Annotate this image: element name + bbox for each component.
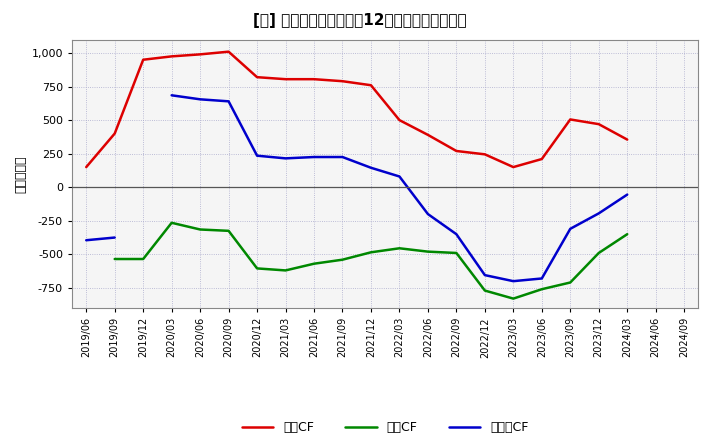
投資CF: [282, 268, 290, 273]
投資CF: [537, 286, 546, 292]
営業CF: [566, 117, 575, 122]
Line: フリーCF: フリーCF: [86, 238, 114, 240]
Y-axis label: （百万円）: （百万円）: [14, 155, 27, 193]
Legend: 営業CF, 投資CF, フリーCF: 営業CF, 投資CF, フリーCF: [237, 416, 534, 439]
Line: 投資CF: 投資CF: [114, 223, 627, 299]
営業CF: [82, 165, 91, 170]
投資CF: [139, 257, 148, 262]
投資CF: [110, 257, 119, 262]
営業CF: [282, 77, 290, 82]
投資CF: [253, 266, 261, 271]
営業CF: [509, 165, 518, 170]
営業CF: [338, 79, 347, 84]
フリーCF: [82, 238, 91, 243]
投資CF: [623, 231, 631, 237]
営業CF: [623, 137, 631, 142]
投資CF: [423, 249, 432, 254]
投資CF: [196, 227, 204, 232]
営業CF: [366, 83, 375, 88]
営業CF: [452, 148, 461, 154]
営業CF: [225, 49, 233, 54]
営業CF: [480, 152, 489, 157]
フリーCF: [110, 235, 119, 240]
投資CF: [395, 246, 404, 251]
投資CF: [225, 228, 233, 234]
営業CF: [595, 121, 603, 127]
営業CF: [537, 156, 546, 161]
投資CF: [452, 250, 461, 256]
営業CF: [253, 74, 261, 80]
投資CF: [595, 250, 603, 256]
投資CF: [566, 280, 575, 285]
営業CF: [310, 77, 318, 82]
投資CF: [310, 261, 318, 266]
投資CF: [509, 296, 518, 301]
営業CF: [167, 54, 176, 59]
営業CF: [196, 52, 204, 57]
Line: 営業CF: 営業CF: [86, 51, 627, 167]
投資CF: [167, 220, 176, 225]
投資CF: [338, 257, 347, 262]
営業CF: [423, 132, 432, 138]
投資CF: [480, 288, 489, 293]
投資CF: [366, 249, 375, 255]
営業CF: [139, 57, 148, 62]
Text: [⑔] キャッシュフローの12か月移動合計の推移: [⑔] キャッシュフローの12か月移動合計の推移: [253, 13, 467, 28]
営業CF: [395, 117, 404, 123]
営業CF: [110, 131, 119, 136]
